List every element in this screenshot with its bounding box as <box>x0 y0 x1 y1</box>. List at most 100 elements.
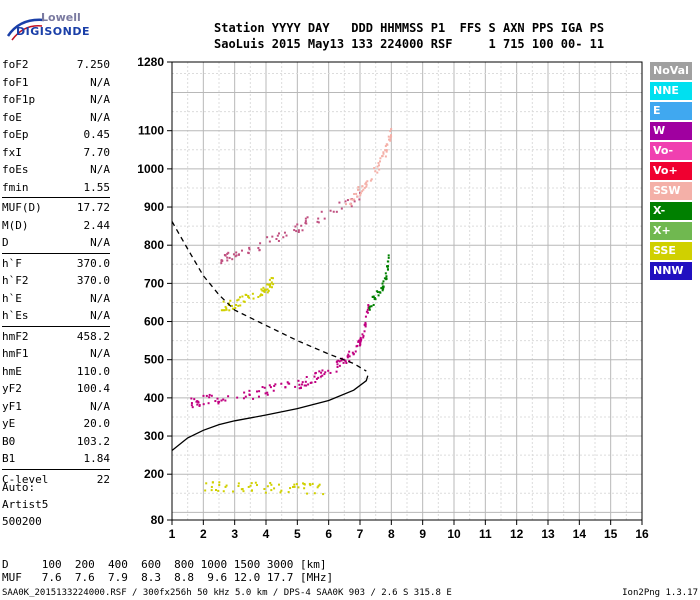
param-row-yf2: yF2 100.4 <box>2 380 110 398</box>
echo-point <box>238 296 241 299</box>
logo-swoosh-icon <box>6 18 45 41</box>
param-row-fof1p: foF1p N/A <box>2 91 110 109</box>
echo-point <box>207 402 210 405</box>
echo-point <box>382 285 385 288</box>
echo-point <box>299 386 302 389</box>
param-row-hf2: h`F2 370.0 <box>2 272 110 290</box>
echo-point <box>240 488 243 491</box>
echo-point <box>332 210 335 213</box>
auto-label: Auto: <box>2 481 36 494</box>
echo-point <box>258 248 261 251</box>
echo-point <box>288 382 291 385</box>
echo-point <box>195 400 198 403</box>
echo-point <box>320 210 323 213</box>
echo-point <box>304 220 307 223</box>
auto-program: Artist5 <box>2 498 49 511</box>
echo-point <box>263 288 266 291</box>
echo-point <box>353 198 356 201</box>
echo-point <box>305 375 308 378</box>
echo-point <box>244 395 247 398</box>
x-tick-label: 5 <box>294 527 301 541</box>
echo-point <box>314 371 317 374</box>
echo-point <box>260 288 263 291</box>
echo-point <box>248 296 251 299</box>
echo-point <box>268 278 271 281</box>
param-key: h`E <box>2 291 22 305</box>
echo-point <box>379 291 382 294</box>
echo-point <box>242 490 245 493</box>
echo-point <box>236 299 239 302</box>
echo-point <box>272 283 275 286</box>
echo-point <box>270 276 273 279</box>
echo-point <box>236 396 239 399</box>
echo-point <box>350 203 353 206</box>
param-row-fxi: fxI 7.70 <box>2 144 110 162</box>
echo-point <box>390 128 393 131</box>
x-tick-label: 9 <box>419 527 426 541</box>
echo-point <box>336 365 339 368</box>
echo-point <box>363 330 366 333</box>
echo-point <box>348 360 351 363</box>
echo-point <box>364 321 367 324</box>
echo-point <box>273 487 276 490</box>
param-key: foF1p <box>2 93 36 106</box>
echo-point <box>224 399 227 402</box>
echo-point <box>224 254 227 257</box>
param-value: 458.2 <box>76 329 110 343</box>
echo-point <box>228 309 231 312</box>
echo-point <box>344 360 347 363</box>
param-value: N/A <box>90 347 110 360</box>
echo-point <box>237 298 240 301</box>
param-key: foE <box>2 110 22 124</box>
echo-point <box>354 350 357 353</box>
echo-point <box>287 491 290 494</box>
x-tick-label: 8 <box>388 527 395 541</box>
echo-point <box>295 483 298 486</box>
echo-point <box>237 482 240 485</box>
echo-point <box>359 342 362 345</box>
echo-point <box>349 198 352 201</box>
echo-point <box>368 308 371 311</box>
echo-point <box>255 484 258 487</box>
echo-point <box>362 188 365 191</box>
echo-point <box>313 492 316 495</box>
echo-point <box>269 481 272 484</box>
echo-point <box>306 216 309 219</box>
echo-point <box>359 192 362 195</box>
echo-point <box>361 190 364 193</box>
echo-point <box>306 492 309 495</box>
echo-point <box>340 207 343 210</box>
echo-point <box>247 485 250 488</box>
echo-point <box>385 149 388 152</box>
echo-point <box>216 397 219 400</box>
echo-point <box>371 295 374 298</box>
echo-point <box>380 287 383 290</box>
echo-point <box>351 351 354 354</box>
echo-point <box>364 182 367 185</box>
param-value: 103.2 <box>76 434 110 448</box>
echo-point <box>340 359 343 362</box>
echo-point <box>292 485 295 488</box>
echo-point <box>316 486 319 489</box>
param-row-foes: foEs N/A <box>2 161 110 179</box>
echo-point <box>355 192 358 195</box>
echo-point <box>345 203 348 206</box>
echo-point <box>374 298 377 301</box>
echo-point <box>389 138 392 141</box>
echo-point <box>190 402 193 405</box>
x-tick-label: 6 <box>325 527 332 541</box>
echo-point <box>373 167 376 170</box>
echo-point <box>298 387 301 390</box>
echo-point <box>297 229 300 232</box>
echo-point <box>365 183 368 186</box>
echo-point <box>235 251 238 254</box>
echo-point <box>304 380 307 383</box>
echo-point <box>385 150 388 153</box>
echo-point <box>323 217 326 220</box>
param-key: yF2 <box>2 382 22 395</box>
echo-point <box>359 339 362 342</box>
echo-point <box>242 397 245 400</box>
echo-point <box>378 168 381 171</box>
echo-point <box>218 484 221 487</box>
echo-point <box>205 394 208 397</box>
